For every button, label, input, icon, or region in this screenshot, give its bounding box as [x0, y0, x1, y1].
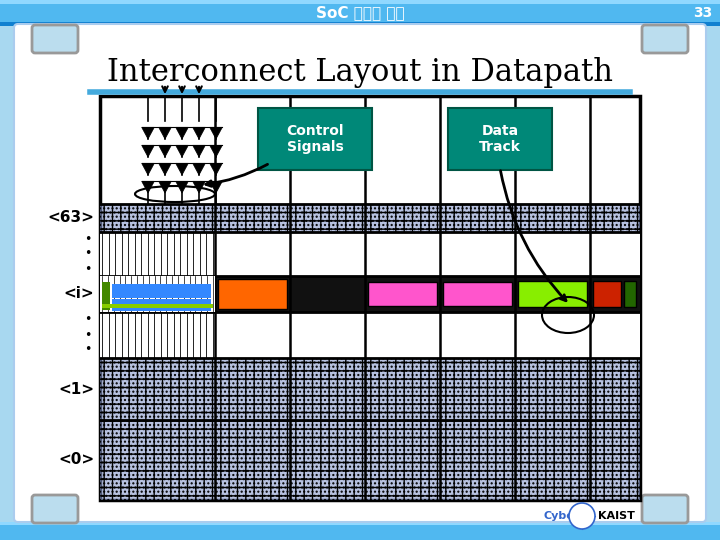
Polygon shape — [210, 181, 222, 193]
FancyBboxPatch shape — [32, 25, 78, 53]
Bar — [100, 312, 640, 358]
Polygon shape — [158, 181, 171, 193]
Text: KAIST: KAIST — [598, 511, 635, 521]
Bar — [100, 358, 640, 420]
Polygon shape — [193, 181, 205, 193]
Polygon shape — [176, 181, 189, 193]
Bar — [443, 282, 512, 306]
Bar — [100, 204, 640, 232]
FancyBboxPatch shape — [14, 24, 706, 522]
Text: •
•
•: • • • — [85, 233, 92, 275]
Bar — [0, 522, 720, 540]
FancyBboxPatch shape — [32, 495, 78, 523]
Text: SoC 설계와 검증: SoC 설계와 검증 — [315, 5, 405, 21]
Polygon shape — [158, 163, 171, 175]
Bar — [0, 0, 720, 4]
Polygon shape — [210, 127, 222, 139]
Bar — [518, 281, 587, 307]
Text: Interconnect Layout in Datapath: Interconnect Layout in Datapath — [107, 57, 613, 87]
Polygon shape — [142, 181, 154, 193]
Bar — [100, 204, 640, 232]
Polygon shape — [193, 163, 205, 175]
Bar — [112, 284, 211, 298]
Text: <63>: <63> — [47, 211, 94, 226]
Bar — [102, 282, 110, 310]
Bar — [218, 279, 287, 309]
Polygon shape — [158, 127, 171, 139]
Bar — [100, 276, 640, 312]
Bar — [102, 304, 213, 308]
FancyBboxPatch shape — [258, 108, 372, 170]
Polygon shape — [210, 163, 222, 175]
Polygon shape — [176, 163, 189, 175]
Polygon shape — [142, 163, 154, 175]
Polygon shape — [210, 145, 222, 157]
Bar — [0, 522, 720, 525]
Bar — [100, 420, 640, 500]
Text: 33: 33 — [693, 6, 712, 20]
Text: <1>: <1> — [58, 381, 94, 396]
Polygon shape — [142, 127, 154, 139]
Bar — [0, 22, 720, 26]
Text: Cyber: Cyber — [544, 511, 580, 521]
FancyBboxPatch shape — [642, 495, 688, 523]
Polygon shape — [176, 127, 189, 139]
Circle shape — [569, 503, 595, 529]
Text: Data
Track: Data Track — [479, 124, 521, 154]
Polygon shape — [193, 145, 205, 157]
Polygon shape — [158, 145, 171, 157]
Text: •
•
•: • • • — [85, 314, 92, 356]
Bar — [112, 299, 211, 311]
Text: Control
Signals: Control Signals — [287, 124, 343, 154]
Bar — [100, 358, 640, 420]
Bar — [100, 276, 215, 312]
Polygon shape — [193, 127, 205, 139]
Polygon shape — [176, 145, 189, 157]
Bar — [368, 282, 437, 306]
Bar — [100, 232, 640, 276]
FancyBboxPatch shape — [642, 25, 688, 53]
Bar — [624, 281, 636, 307]
Polygon shape — [142, 145, 154, 157]
FancyBboxPatch shape — [448, 108, 552, 170]
Bar — [100, 420, 640, 500]
Text: <0>: <0> — [58, 453, 94, 468]
Bar — [100, 96, 640, 500]
Text: <i>: <i> — [63, 287, 94, 301]
Bar — [593, 281, 621, 307]
Bar — [0, 0, 720, 26]
